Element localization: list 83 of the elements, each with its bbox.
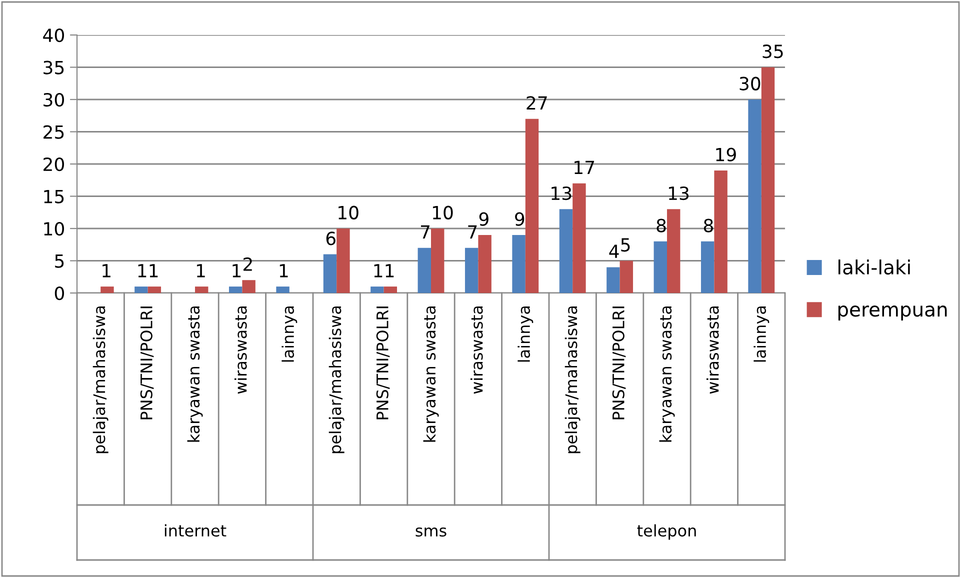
bar [700, 241, 714, 293]
bar [418, 248, 431, 293]
x-tick-label: PNS/TNI/POLRI [140, 306, 154, 420]
bar [384, 286, 398, 293]
data-label: 1 [232, 264, 241, 278]
data-label: 1 [150, 264, 158, 278]
text: sms [416, 527, 446, 537]
bar [654, 241, 667, 293]
x-tick-label: PNS/TNI/POLRI [612, 306, 626, 420]
y-tick-label: 20 [44, 157, 64, 172]
bar [370, 286, 384, 293]
x-tick-label: lainnya [754, 306, 770, 362]
data-label: 8 [656, 218, 666, 232]
data-label: 27 [526, 96, 547, 110]
bar [667, 209, 680, 293]
data-label: 4 [609, 244, 619, 258]
data-label: 13 [668, 186, 689, 200]
bar [148, 286, 162, 293]
bar [512, 234, 526, 293]
data-label: 30 [740, 76, 760, 90]
x-tick-label: pelajar/mahasiswa [564, 306, 580, 454]
data-label: 1 [196, 264, 205, 278]
x-tick-label: pelajar/mahasiswa [328, 306, 344, 454]
bar [478, 234, 492, 293]
x-tick-label: karyawan swasta [423, 306, 439, 442]
bar [525, 118, 539, 293]
bar [559, 209, 573, 293]
bar [100, 286, 114, 293]
y-tick-label: 35 [44, 60, 64, 74]
data-label: 8 [704, 218, 713, 232]
data-label: 10 [338, 206, 358, 220]
x-tick-label: karyawan swasta [187, 306, 203, 442]
y-tick-label: 5 [55, 254, 64, 268]
bar [761, 67, 775, 293]
x-tick-label: PNS/TNI/POLRI [376, 306, 390, 420]
data-label: 5 [621, 238, 630, 252]
bar [714, 170, 728, 293]
x-tick-label: wiraswasta [470, 306, 483, 394]
legend-label: perempuan [838, 306, 947, 320]
data-label: 9 [515, 212, 524, 226]
bar [464, 248, 478, 293]
data-label: 1 [374, 264, 382, 278]
bar [276, 286, 290, 293]
data-label: 35 [762, 44, 783, 58]
data-label: 7 [420, 225, 430, 239]
bar [431, 228, 444, 293]
y-tick-label: 30 [44, 92, 64, 107]
data-label: 13 [552, 186, 572, 200]
data-label: 9 [479, 212, 488, 226]
bar [242, 280, 256, 293]
text: internet [164, 524, 226, 537]
y-tick-label: 10 [44, 222, 64, 236]
bar [572, 183, 586, 293]
bar [748, 100, 762, 293]
data-label: 7 [468, 225, 477, 239]
bar [195, 286, 208, 293]
x-tick-label: lainnya [282, 306, 298, 362]
bar [606, 267, 620, 293]
y-tick-label: 0 [54, 286, 64, 300]
y-tick-label: 15 [44, 190, 64, 204]
data-label: 2 [244, 257, 252, 271]
data-label: 1 [102, 264, 110, 278]
data-label: 1 [280, 264, 288, 278]
text: telepon [637, 524, 696, 540]
data-label: 1 [138, 264, 146, 278]
data-label: 10 [432, 206, 453, 220]
bar [620, 260, 634, 293]
bar [323, 254, 337, 293]
x-tick-label: wiraswasta [234, 306, 247, 394]
x-tick-label: karyawan swasta [659, 306, 675, 442]
bar [134, 286, 148, 293]
data-label: 17 [574, 160, 594, 174]
bar [336, 228, 350, 293]
data-label: 19 [716, 148, 736, 162]
y-tick-label: 40 [43, 28, 64, 42]
legend-label: laki-laki [838, 260, 910, 275]
bar [228, 286, 242, 293]
data-label: 6 [326, 232, 336, 246]
x-tick-label: lainnya [518, 306, 534, 362]
y-tick-label: 25 [44, 125, 64, 139]
x-tick-label: pelajar/mahasiswa [92, 306, 108, 454]
x-tick-label: wiraswasta [706, 306, 719, 394]
data-label: 1 [386, 264, 394, 278]
